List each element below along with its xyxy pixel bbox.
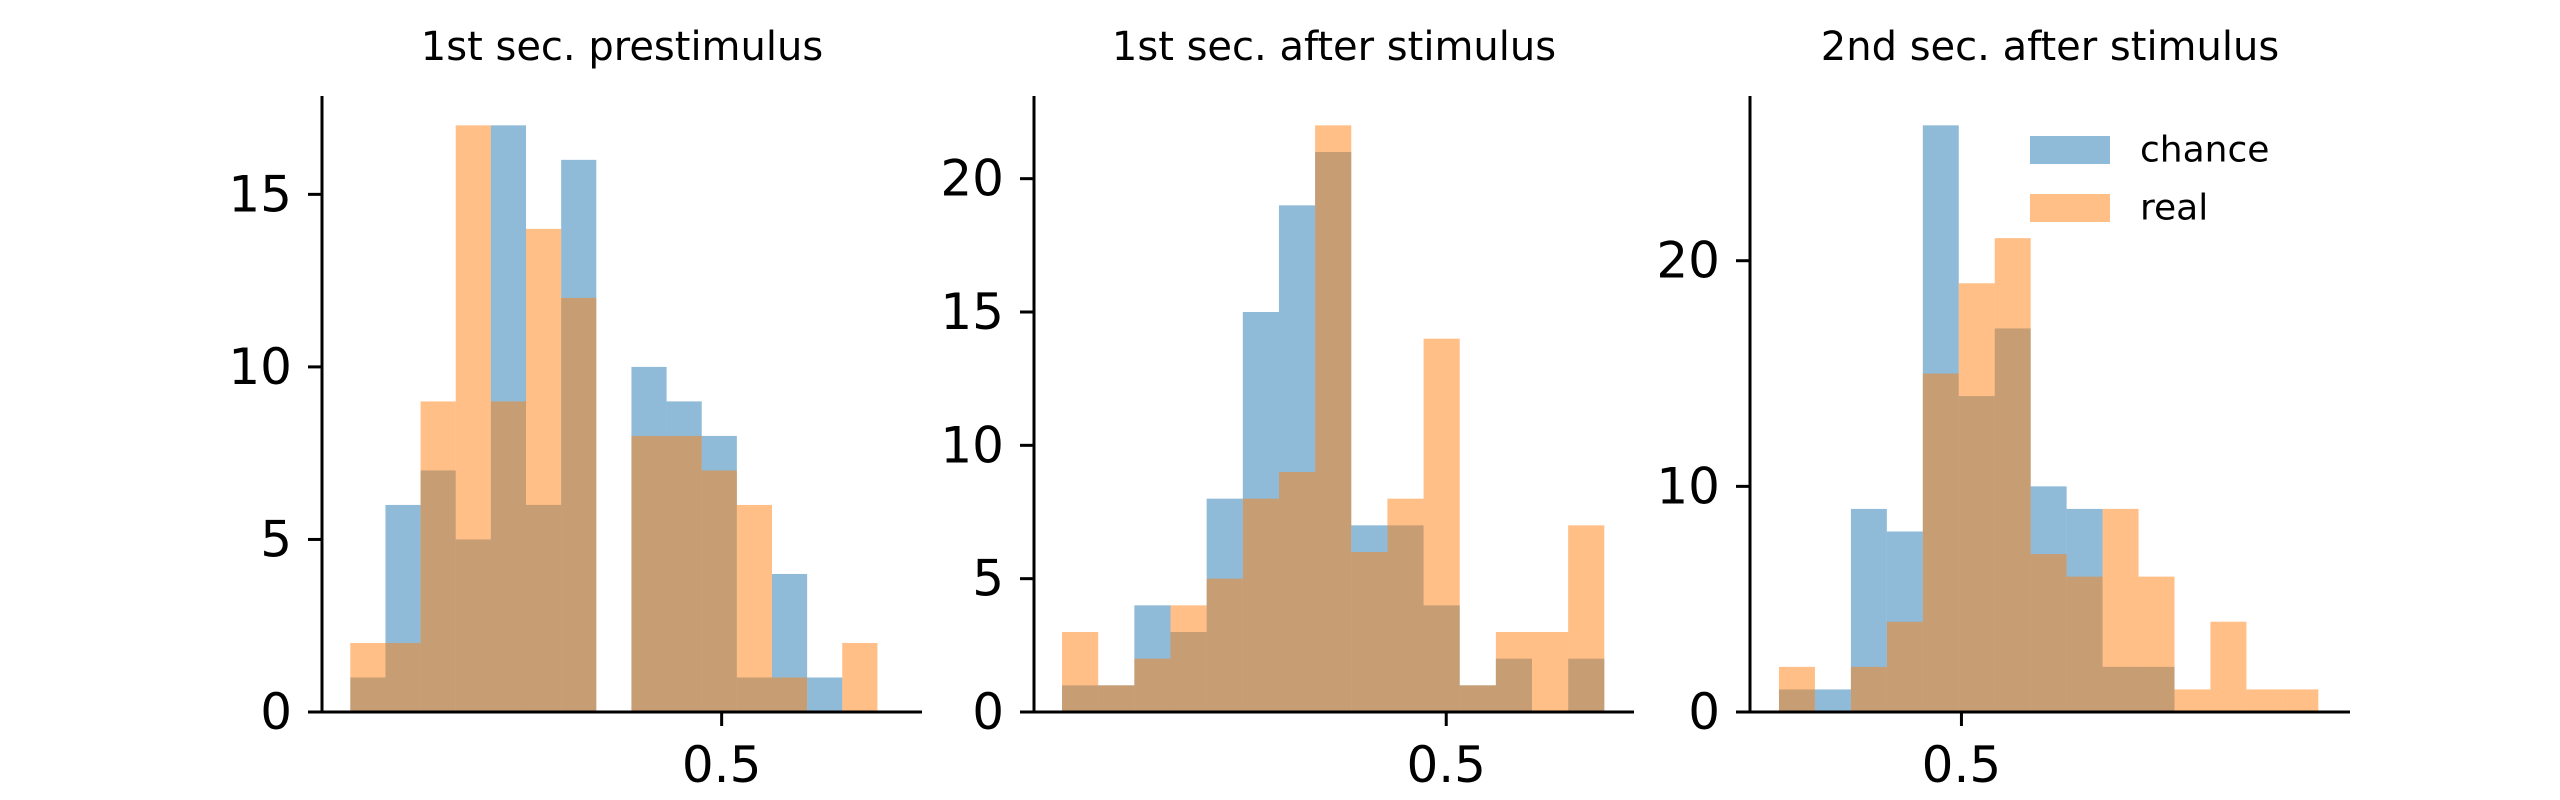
bar-real (2030, 554, 2067, 712)
legend-swatch-real (2030, 194, 2110, 222)
bar-real (561, 297, 597, 712)
chart-title: 2nd sec. after stimulus (1821, 24, 2279, 70)
bar-real (1351, 552, 1388, 712)
bar-real (1134, 658, 1171, 712)
bar-real (1062, 632, 1099, 712)
legend-label-chance: chance (2140, 130, 2269, 171)
bar-real (455, 125, 491, 713)
legend-swatch-chance (2030, 136, 2110, 164)
y-tick-label: 15 (228, 165, 292, 223)
bar-real (490, 401, 527, 712)
bar-real (736, 504, 772, 712)
bar-real (1850, 666, 1887, 712)
bar-real (1886, 621, 1923, 712)
bar-real (1423, 338, 1460, 712)
bar-real (2138, 576, 2175, 712)
y-tick-label: 10 (1656, 457, 1720, 515)
bar-chance (1814, 689, 1851, 712)
bar-real (1278, 472, 1316, 712)
bar-real (2210, 621, 2247, 712)
chart-title: 1st sec. prestimulus (421, 24, 823, 70)
chart-panel-3: 0 10 20 0.5 2nd sec. after stimulus chance rea… (1656, 24, 2350, 794)
x-tick-label: 0.5 (682, 736, 762, 794)
bar-real (701, 470, 737, 712)
y-tick-label: 20 (1656, 232, 1720, 290)
bar-real (842, 642, 878, 712)
bar-real (1532, 632, 1569, 712)
bar-real (631, 435, 667, 712)
chart-panel-2: 0 5 10 15 20 0.5 1st sec. after stimulus (940, 24, 1634, 794)
y-tick-label: 5 (972, 550, 1004, 608)
bar-real (1922, 373, 1959, 712)
bar-real (1315, 125, 1352, 713)
bar-real (2066, 576, 2103, 712)
bar-real (666, 435, 702, 712)
bar-real (526, 228, 562, 713)
x-tick-label: 0.5 (1406, 736, 1486, 794)
x-tick-label: 0.5 (1922, 736, 2002, 794)
bar-real (1242, 498, 1279, 712)
bar-real (420, 401, 456, 712)
bar-real (2246, 689, 2283, 712)
y-tick-label: 10 (940, 416, 1004, 474)
series-real (1062, 125, 1605, 713)
legend: chance real (2030, 130, 2269, 229)
chart-panel-1: 0 5 10 15 0.5 1st sec. prestimulus (228, 24, 922, 794)
bar-real (1958, 283, 1995, 712)
bar-real (1170, 605, 1207, 712)
bar-real (1206, 578, 1243, 712)
bar-real (1387, 498, 1424, 712)
y-tick-label: 0 (260, 683, 292, 741)
legend-label-real: real (2140, 188, 2208, 229)
y-tick-label: 0 (972, 683, 1004, 741)
bar-real (1568, 525, 1605, 712)
bar-real (1098, 685, 1135, 712)
bar-real (350, 642, 386, 712)
bar-real (772, 677, 808, 712)
y-tick-label: 5 (260, 510, 292, 568)
chart-title: 1st sec. after stimulus (1112, 24, 1556, 70)
bar-real (2102, 508, 2139, 712)
bar-real (1495, 632, 1533, 712)
bar-real (2282, 689, 2319, 712)
bar-chance (807, 677, 843, 712)
bar-real (2174, 689, 2211, 712)
y-tick-label: 15 (940, 283, 1004, 341)
bar-real (1459, 685, 1496, 712)
y-tick-label: 20 (940, 150, 1004, 208)
bar-real (1994, 238, 2031, 712)
y-tick-label: 0 (1688, 683, 1720, 741)
bar-real (1778, 666, 1815, 712)
series-real (1778, 238, 2319, 712)
series-real (350, 125, 878, 713)
y-tick-label: 10 (228, 338, 292, 396)
bar-real (385, 642, 421, 712)
